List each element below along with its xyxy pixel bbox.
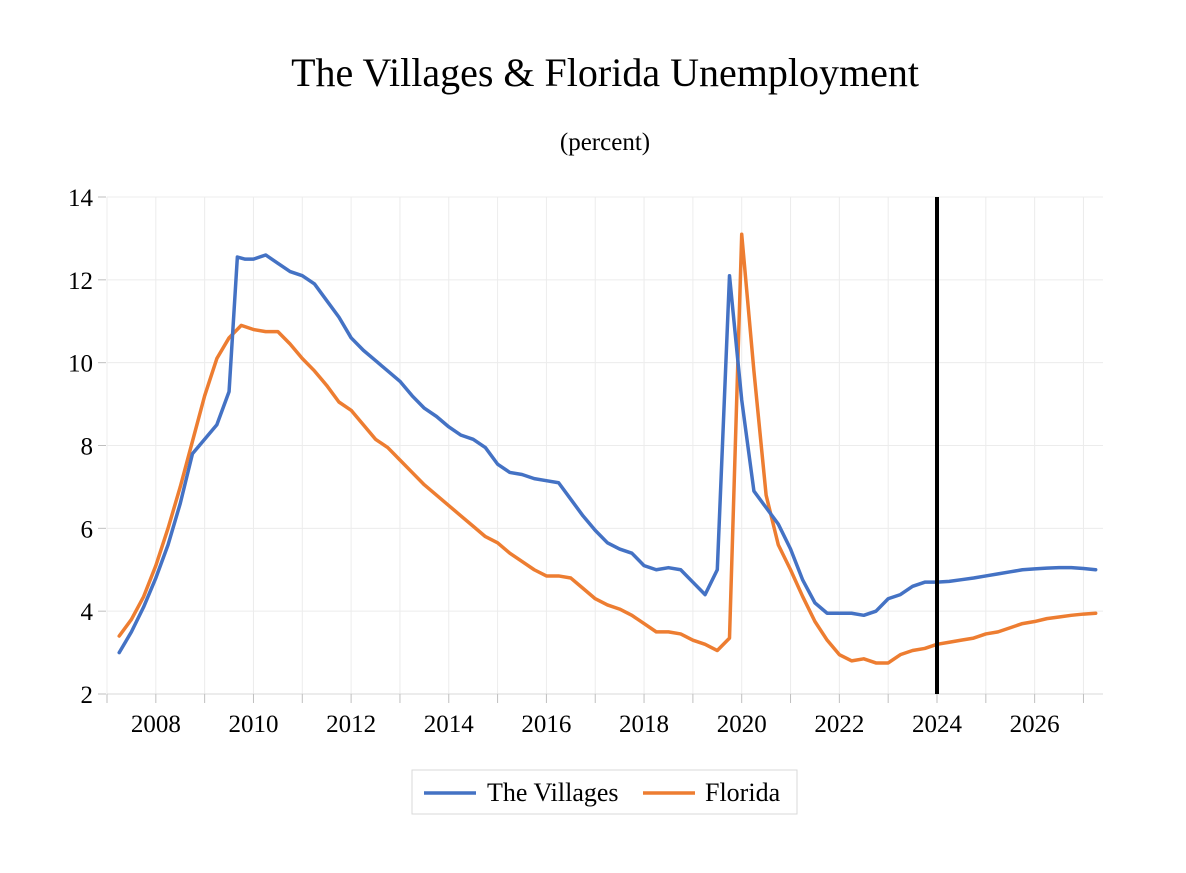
y-axis: 2 4 6 8 10 12 14 bbox=[68, 185, 106, 709]
x-tick-label: 2014 bbox=[424, 711, 475, 738]
y-tick-label: 10 bbox=[68, 351, 93, 378]
legend: The Villages Florida bbox=[411, 769, 798, 815]
x-tick-label: 2026 bbox=[1010, 711, 1060, 738]
chart-title: The Villages & Florida Unemployment bbox=[291, 50, 919, 95]
x-tick-label: 2010 bbox=[228, 711, 278, 738]
grid bbox=[106, 196, 1103, 695]
y-tick-label: 14 bbox=[68, 185, 94, 212]
x-tick-label: 2022 bbox=[814, 711, 864, 738]
legend-label-the-villages: The Villages bbox=[487, 778, 619, 807]
y-tick-label: 2 bbox=[81, 682, 94, 709]
x-tick-label: 2016 bbox=[521, 711, 571, 738]
x-tick-label: 2020 bbox=[717, 711, 767, 738]
series-line-the-villages bbox=[117, 253, 1098, 655]
x-tick-label: 2012 bbox=[326, 711, 376, 738]
y-tick-label: 6 bbox=[81, 516, 94, 543]
legend-label-florida: Florida bbox=[705, 778, 781, 807]
series-layer bbox=[117, 232, 1098, 665]
y-tick-label: 8 bbox=[81, 434, 94, 461]
x-axis: 2008 2010 2012 2014 2016 2018 2020 2022 2024 2026 bbox=[106, 693, 1103, 738]
x-tick-label: 2008 bbox=[131, 711, 181, 738]
x-tick-label: 2018 bbox=[619, 711, 669, 738]
series-line-florida bbox=[117, 232, 1098, 665]
x-tick-label: 2024 bbox=[912, 711, 963, 738]
y-tick-label: 4 bbox=[81, 599, 94, 626]
legend-box bbox=[411, 769, 798, 815]
y-tick-label: 12 bbox=[68, 268, 93, 295]
chart-subtitle: (percent) bbox=[560, 129, 650, 156]
